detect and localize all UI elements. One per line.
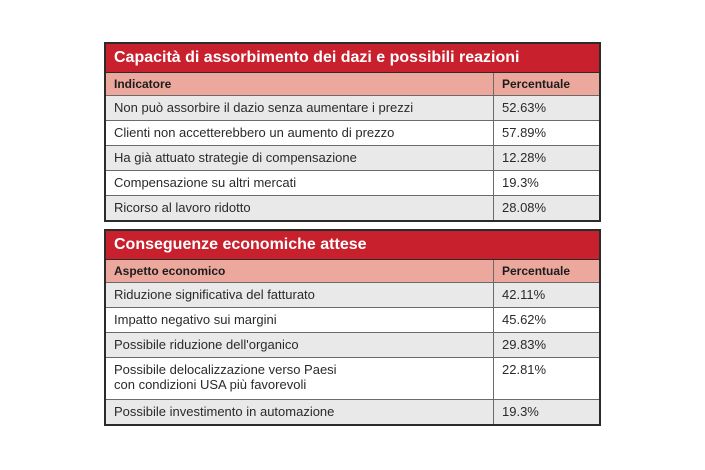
table-row: Ha già attuato strategie di compensazion… xyxy=(106,145,599,170)
row-value: 19.3% xyxy=(502,404,539,419)
table-row: Possibile investimento in automazione 19… xyxy=(106,399,599,424)
row-label: Possibile investimento in automazione xyxy=(106,400,494,424)
table-title: Capacità di assorbimento dei dazi e poss… xyxy=(106,44,599,73)
row-value: 42.11% xyxy=(502,287,546,302)
row-value: 29.83% xyxy=(502,337,547,352)
row-value: 52.63% xyxy=(502,100,547,115)
row-value: 19.3% xyxy=(502,175,539,190)
column-header-percentage: Percentuale xyxy=(502,77,571,91)
row-label: Clienti non accetterebbero un aumento di… xyxy=(106,121,494,145)
table-economic-consequences: Conseguenze economiche attese Aspetto ec… xyxy=(104,229,601,426)
column-header-economic-aspect: Aspetto economico xyxy=(106,260,494,282)
row-label: Possibile riduzione dell'organico xyxy=(106,333,494,357)
row-label: Non può assorbire il dazio senza aumenta… xyxy=(106,96,494,120)
row-label: Compensazione su altri mercati xyxy=(106,171,494,195)
row-label: Impatto negativo sui margini xyxy=(106,308,494,332)
table-row: Possibile riduzione dell'organico 29.83% xyxy=(106,332,599,357)
table-row: Possibile delocalizzazione verso Paesi c… xyxy=(106,357,599,399)
table-header-row: Aspetto economico Percentuale xyxy=(106,260,599,282)
row-value: 57.89% xyxy=(502,125,547,140)
row-label: Ricorso al lavoro ridotto xyxy=(106,196,494,220)
row-label: Riduzione significativa del fatturato xyxy=(106,283,494,307)
row-value: 45.62% xyxy=(502,312,547,327)
table-header-row: Indicatore Percentuale xyxy=(106,73,599,95)
table-row: Ricorso al lavoro ridotto 28.08% xyxy=(106,195,599,220)
row-label: Possibile delocalizzazione verso Paesi c… xyxy=(106,358,494,399)
row-label-line-2: con condizioni USA più favorevoli xyxy=(114,377,307,392)
row-label: Ha già attuato strategie di compensazion… xyxy=(106,146,494,170)
row-value: 22.81% xyxy=(502,362,547,377)
table-row: Riduzione significativa del fatturato 42… xyxy=(106,282,599,307)
row-value: 28.08% xyxy=(502,200,547,215)
row-value: 12.28% xyxy=(502,150,547,165)
table-row: Clienti non accetterebbero un aumento di… xyxy=(106,120,599,145)
column-header-indicator: Indicatore xyxy=(106,73,494,95)
table-row: Impatto negativo sui margini 45.62% xyxy=(106,307,599,332)
table-row: Non può assorbire il dazio senza aumenta… xyxy=(106,95,599,120)
column-header-percentage: Percentuale xyxy=(502,264,571,278)
table-row: Compensazione su altri mercati 19.3% xyxy=(106,170,599,195)
row-label-line-1: Possibile delocalizzazione verso Paesi xyxy=(114,362,337,377)
table-tariff-absorption: Capacità di assorbimento dei dazi e poss… xyxy=(104,42,601,222)
table-title: Conseguenze economiche attese xyxy=(106,231,599,260)
